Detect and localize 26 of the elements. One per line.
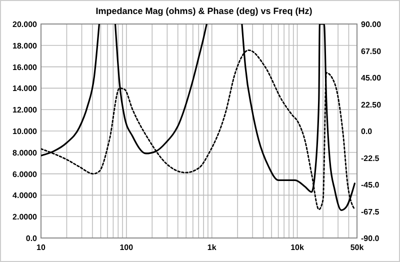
- y2-tick-label: 22.50: [361, 100, 382, 110]
- x-tick-label: 1k: [207, 243, 217, 252]
- x-tick-label: 100: [120, 243, 134, 252]
- chart-title: Impedance Mag (ohms) & Phase (deg) vs Freq (Hz): [96, 6, 312, 16]
- y2-tick-label: -90.0: [361, 234, 380, 243]
- y-tick-label: 14.000: [12, 84, 38, 94]
- y-tick-label: 2.0000: [12, 212, 38, 222]
- y-tick-label: 8.0000: [12, 148, 38, 158]
- y-tick-label: 0.0: [26, 234, 38, 243]
- y2-tick-label: -22.5: [361, 154, 380, 163]
- y2-tick-label: 67.50: [361, 46, 382, 56]
- y2-tick-label: -45.0: [361, 180, 380, 190]
- y-tick-label: 4.0000: [12, 191, 38, 200]
- y-tick-label: 16.000: [12, 62, 38, 72]
- y2-tick-label: 90.00: [361, 20, 382, 29]
- y-tick-label: 6.0000: [12, 170, 38, 179]
- y2-tick-label: -67.5: [361, 207, 380, 216]
- x-tick-label: 50k: [350, 243, 364, 252]
- y2-tick-label: 0.0: [361, 127, 373, 136]
- y-tick-label: 10.000: [12, 127, 38, 136]
- y-tick-label: 12.000: [12, 106, 38, 115]
- x-tick-label: 10: [36, 243, 46, 252]
- x-tick-label: 10k: [290, 243, 305, 252]
- y-tick-label: 18.000: [12, 41, 38, 50]
- y2-tick-label: 45.00: [361, 74, 382, 82]
- y-tick-label: 20.000: [12, 20, 38, 29]
